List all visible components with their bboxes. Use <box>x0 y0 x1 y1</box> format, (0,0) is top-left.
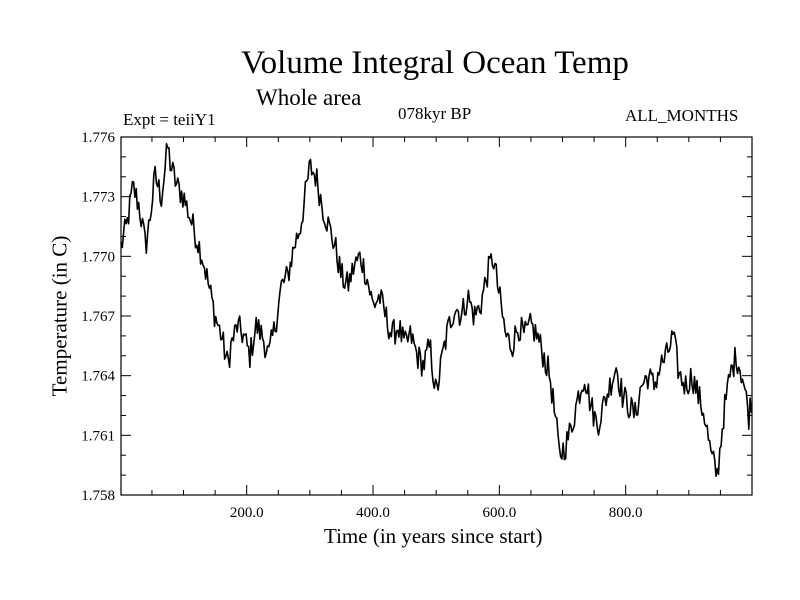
series-line <box>120 142 753 478</box>
y-tick-label: 1.764 <box>81 369 115 385</box>
series-group <box>120 142 753 478</box>
y-tick-label: 1.776 <box>81 130 115 146</box>
y-tick-label: 1.761 <box>81 428 115 444</box>
period-label: 078kyr BP <box>398 104 472 123</box>
months-label: ALL_MONTHS <box>625 106 739 125</box>
axis-ticks: 200.0 400.0 600.0 800.0 1.758 1.761 1.764 1.767… <box>81 130 752 521</box>
y-tick-label: 1.767 <box>81 309 115 325</box>
x-tick-label: 400.0 <box>356 505 390 521</box>
x-tick-label: 800.0 <box>609 505 643 521</box>
y-tick-label: 1.773 <box>81 190 115 206</box>
y-tick-label: 1.758 <box>81 488 115 504</box>
x-axis-label: Time (in years since start) <box>324 524 543 548</box>
chart-title: Volume Integral Ocean Temp <box>241 45 629 81</box>
chart-subtitle: Whole area <box>256 85 362 110</box>
x-tick-label: 200.0 <box>230 505 264 521</box>
x-tick-label: 600.0 <box>482 505 516 521</box>
experiment-label: Expt = teiiY1 <box>123 110 216 129</box>
y-tick-label: 1.770 <box>81 249 115 265</box>
